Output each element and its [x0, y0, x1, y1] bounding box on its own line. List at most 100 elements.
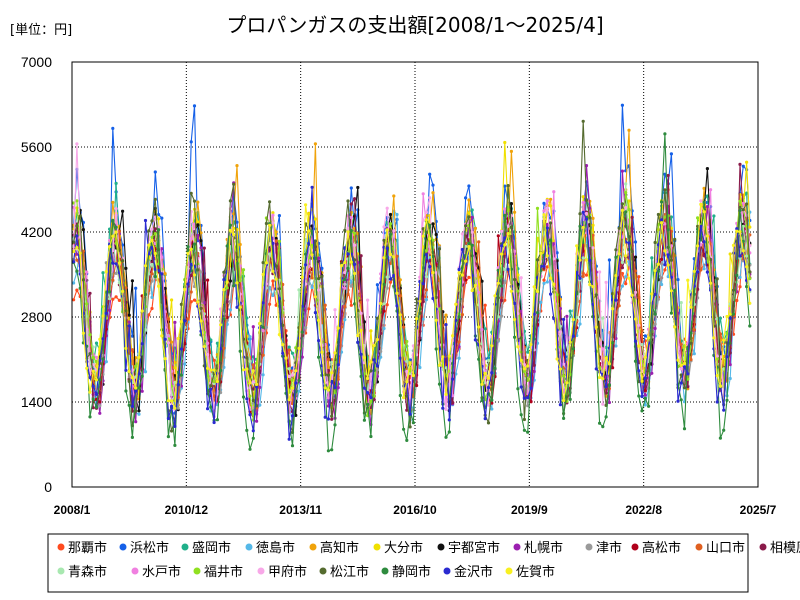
- data-point: [431, 296, 435, 301]
- data-point: [98, 400, 102, 404]
- data-point: [290, 378, 295, 382]
- data-point: [728, 363, 732, 367]
- data-point: [692, 328, 696, 332]
- legend-item: 松江市: [319, 564, 369, 580]
- legend-item: 甲府市: [257, 564, 307, 580]
- data-point: [91, 406, 95, 410]
- data-point: [222, 270, 226, 274]
- data-point: [388, 261, 393, 265]
- data-point: [653, 269, 657, 273]
- data-point: [395, 304, 399, 308]
- data-point: [192, 104, 197, 108]
- data-point: [388, 229, 393, 233]
- data-point: [94, 360, 99, 364]
- data-point: [601, 425, 605, 429]
- data-point: [689, 358, 693, 362]
- data-point: [382, 225, 386, 229]
- data-point: [183, 362, 187, 366]
- data-point: [245, 397, 249, 401]
- data-point: [359, 328, 363, 332]
- data-point: [91, 369, 95, 373]
- data-point: [535, 289, 540, 294]
- legend-label: 那覇市: [68, 540, 107, 556]
- data-point: [522, 369, 527, 374]
- data-point: [656, 297, 661, 301]
- data-point: [473, 226, 477, 230]
- data-point: [424, 275, 428, 279]
- data-point: [571, 317, 576, 322]
- data-point: [323, 303, 327, 307]
- data-point: [304, 263, 308, 267]
- data-point: [581, 201, 585, 205]
- data-point: [326, 396, 330, 400]
- data-point: [581, 210, 585, 214]
- data-point: [317, 288, 321, 292]
- data-point: [660, 282, 664, 287]
- data-point: [143, 264, 148, 268]
- data-point: [206, 341, 210, 345]
- data-point: [336, 377, 340, 381]
- data-point: [111, 261, 115, 265]
- data-point: [268, 200, 272, 204]
- data-point: [650, 256, 654, 260]
- data-point: [81, 228, 85, 232]
- data-point: [555, 357, 559, 361]
- data-point: [258, 403, 262, 407]
- data-point: [692, 269, 696, 273]
- legend-item: 静岡市: [381, 564, 431, 580]
- data-point: [157, 269, 161, 273]
- data-point: [731, 243, 736, 247]
- data-point: [157, 225, 161, 229]
- data-point: [88, 390, 92, 394]
- data-point: [150, 306, 154, 311]
- data-point: [741, 224, 745, 228]
- data-point: [702, 210, 706, 214]
- data-point: [535, 311, 540, 315]
- data-point: [539, 300, 543, 304]
- data-point: [206, 353, 210, 357]
- data-point: [241, 395, 246, 399]
- data-point: [192, 199, 197, 203]
- data-point: [620, 202, 625, 206]
- data-point: [85, 366, 89, 370]
- data-point: [294, 381, 298, 385]
- data-point: [522, 367, 527, 371]
- data-point: [617, 304, 621, 308]
- data-point: [330, 417, 334, 421]
- data-point: [663, 268, 667, 272]
- data-point: [424, 298, 428, 302]
- data-point: [388, 252, 393, 256]
- legend-marker: [695, 543, 703, 551]
- data-point: [575, 244, 579, 248]
- data-point: [124, 368, 128, 372]
- data-point: [617, 252, 621, 256]
- data-point: [679, 363, 683, 367]
- data-point: [584, 198, 589, 202]
- x-tick-label: 2025/7: [740, 503, 777, 517]
- data-point: [486, 386, 491, 390]
- data-point: [134, 386, 138, 390]
- data-point: [447, 430, 451, 434]
- data-point: [604, 366, 608, 370]
- data-point: [588, 216, 592, 220]
- data-point: [624, 275, 628, 279]
- data-point: [741, 239, 745, 243]
- data-point: [349, 275, 353, 280]
- data-point: [513, 277, 517, 282]
- data-point: [261, 329, 265, 333]
- data-point: [552, 257, 556, 261]
- legend-item: 盛岡市: [181, 540, 231, 556]
- data-point: [91, 397, 95, 401]
- data-point: [451, 377, 455, 381]
- data-point: [598, 375, 602, 380]
- data-point: [633, 359, 638, 363]
- data-point: [379, 301, 383, 306]
- data-point: [526, 404, 530, 408]
- data-point: [349, 303, 353, 307]
- data-point: [529, 400, 533, 404]
- data-point: [686, 385, 690, 389]
- data-point: [418, 336, 422, 340]
- data-point: [163, 272, 167, 276]
- data-point: [741, 164, 745, 168]
- data-point: [392, 255, 396, 259]
